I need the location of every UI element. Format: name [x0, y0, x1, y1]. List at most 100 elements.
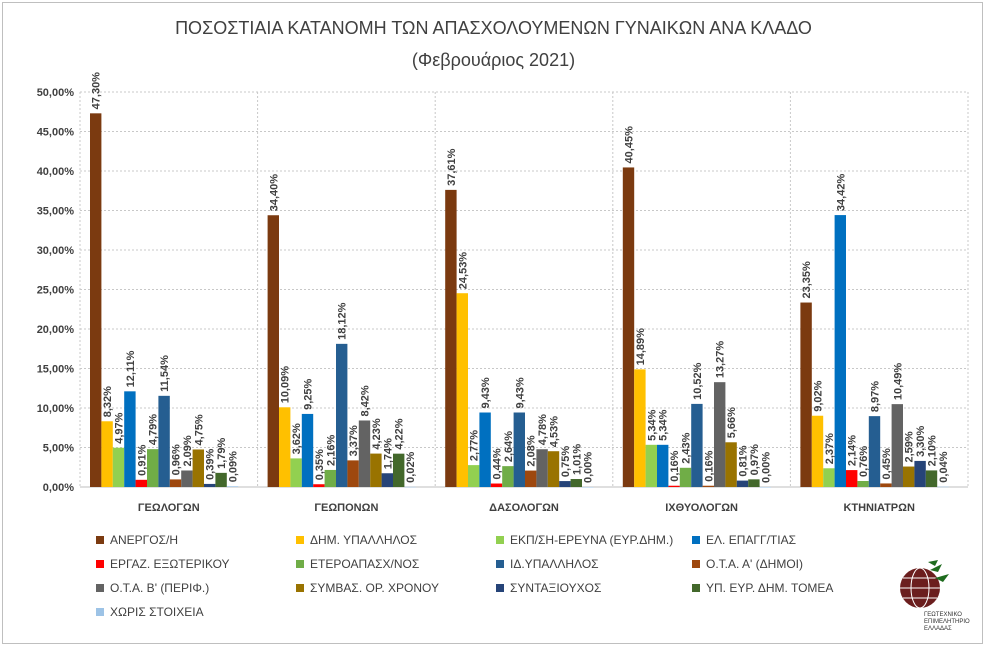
data-label: 2,43% — [681, 432, 693, 463]
bar — [634, 369, 646, 487]
data-label: 34,42% — [835, 174, 847, 212]
legend-label: ΕΤΕΡΟΑΠΑΣΧ/ΝΟΣ — [310, 557, 420, 571]
data-label: 4,79% — [148, 414, 160, 445]
data-label: 40,45% — [624, 126, 636, 164]
data-label: 2,77% — [469, 430, 481, 461]
bar — [857, 480, 869, 487]
data-label: 5,34% — [658, 409, 670, 440]
legend-label: ΔΗΜ. ΥΠΑΛΛΗΛΟΣ — [310, 533, 418, 547]
data-label: 4,78% — [537, 414, 549, 445]
data-label: 1,01% — [571, 444, 583, 475]
legend-swatch — [296, 536, 304, 544]
data-label: 2,14% — [847, 435, 859, 466]
bar — [479, 412, 491, 487]
data-label: 5,66% — [726, 407, 738, 438]
legend-item: ΕΡΓΑΖ. ΕΞΩΤΕΡΙΚΟΥ — [96, 557, 296, 571]
y-tick-label: 0,00% — [43, 482, 74, 494]
data-label: 10,52% — [692, 362, 704, 400]
data-label: 34,40% — [268, 174, 280, 212]
legend-swatch — [692, 584, 700, 592]
data-label: 0,09% — [228, 451, 240, 482]
bar — [914, 460, 926, 487]
legend-swatch — [692, 560, 700, 568]
data-label: 4,22% — [394, 418, 406, 449]
legend-label: ΕΚΠ/ΣΗ-ΕΡΕΥΝΑ (ΕΥΡ.ΔΗΜ.) — [510, 533, 674, 547]
legend-item: ΔΗΜ. ΥΠΑΛΛΗΛΟΣ — [296, 533, 496, 547]
bar — [582, 487, 594, 488]
data-label: 0,00% — [760, 452, 772, 483]
chart-subtitle: (Φεβρουάριος 2021) — [411, 50, 576, 70]
legend-label: ΕΡΓΑΖ. ΕΞΩΤΕΡΙΚΟΥ — [110, 557, 230, 571]
bar — [846, 470, 858, 487]
bar — [393, 453, 405, 487]
data-label: 12,11% — [125, 350, 137, 387]
legend-swatch — [496, 584, 504, 592]
legend-swatch — [496, 536, 504, 544]
data-label: 23,35% — [801, 261, 813, 299]
data-label: 9,02% — [813, 380, 825, 411]
legend-label: ΧΩΡΙΣ ΣΤΟΙΧΕΙΑ — [110, 605, 204, 619]
bar — [736, 480, 749, 487]
data-label: 0,00% — [583, 452, 595, 483]
legend-item: ΕΤΕΡΟΑΠΑΣΧ/ΝΟΣ — [296, 557, 496, 571]
bar — [445, 189, 457, 488]
data-label: 0,97% — [749, 444, 761, 475]
legend-swatch — [692, 536, 700, 544]
bar — [937, 486, 949, 488]
legend-swatch — [96, 536, 104, 544]
data-label: 0,81% — [738, 445, 750, 476]
data-label: 47,30% — [91, 72, 103, 110]
bar — [748, 479, 760, 487]
bar — [347, 460, 359, 487]
legend-swatch — [296, 560, 304, 568]
data-label: 0,35% — [314, 449, 326, 480]
legend-swatch — [96, 560, 104, 568]
y-tick-label: 40,00% — [37, 166, 75, 178]
bar — [811, 415, 824, 487]
legend-item: ΕΛ. ΕΠΑΓΓ/ΤΙΑΣ — [692, 533, 892, 547]
legend-label: ΑΝΕΡΓΟΣ/Η — [110, 533, 179, 547]
bar — [112, 447, 125, 487]
legend-item: ΑΝΕΡΓΟΣ/Η — [96, 533, 296, 547]
data-label: 3,37% — [348, 425, 360, 456]
data-label: 37,61% — [446, 148, 458, 186]
bar — [279, 407, 291, 487]
bar — [668, 485, 680, 487]
bar — [891, 404, 903, 487]
legend-label: ΥΠ. ΕΥΡ. ΔΗΜ. ΤΟΜΕΑ — [706, 581, 834, 595]
legend-item: Ο.Τ.Α. Α' (ΔΗΜΟΙ) — [692, 557, 892, 571]
bar — [513, 412, 525, 487]
legend-swatch — [96, 584, 104, 592]
bar — [267, 215, 279, 488]
bar — [124, 391, 136, 487]
bar — [800, 302, 812, 487]
data-label: 8,97% — [870, 381, 882, 412]
bar — [536, 449, 548, 487]
bar — [135, 479, 147, 487]
legend-swatch — [296, 584, 304, 592]
data-label: 1,79% — [216, 437, 228, 468]
data-label: 4,53% — [549, 416, 561, 447]
bar — [645, 444, 657, 487]
data-label: 0,75% — [560, 446, 572, 477]
data-label: 8,42% — [360, 385, 372, 416]
legend-swatch — [96, 608, 104, 616]
data-label: 9,25% — [303, 379, 315, 410]
bar — [169, 479, 182, 487]
data-label: 3,62% — [291, 423, 303, 454]
bar — [925, 470, 938, 487]
bar — [702, 485, 714, 487]
bar — [714, 382, 726, 487]
legend-label: ΙΔ.ΥΠΑΛΛΗΛΟΣ — [510, 557, 599, 571]
bar — [90, 113, 102, 487]
y-tick-label: 25,00% — [37, 285, 75, 297]
data-label: 0,96% — [171, 444, 183, 475]
y-tick-label: 50,00% — [37, 87, 75, 99]
legend-item: ΙΔ.ΥΠΑΛΛΗΛΟΣ — [496, 557, 692, 571]
bar — [679, 467, 692, 487]
bar — [226, 486, 239, 487]
bar — [468, 465, 480, 487]
bar — [456, 293, 468, 487]
data-label: 2,16% — [325, 435, 337, 466]
